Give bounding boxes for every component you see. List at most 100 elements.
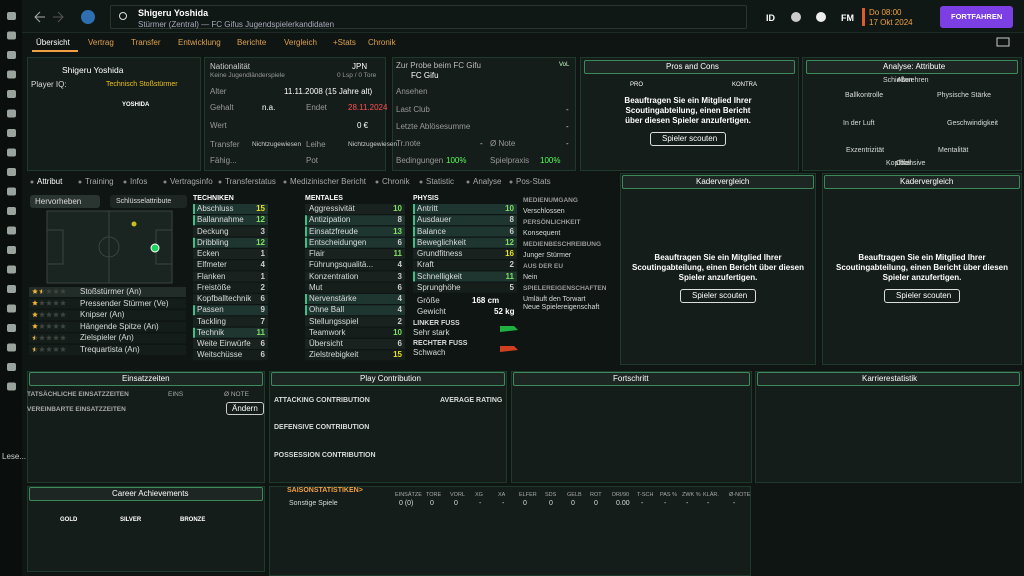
position-role[interactable]: Stoßstürmer (An) <box>80 287 142 296</box>
subtab[interactable]: Infos <box>130 177 148 186</box>
bullet <box>375 180 379 184</box>
attr-value: 5 <box>509 282 514 292</box>
attr-name: Abschluss <box>197 204 234 213</box>
value: 0 Lsp / 0 Tore <box>337 72 377 79</box>
tab[interactable]: Übersicht <box>36 38 70 47</box>
subtab[interactable]: Statistic <box>426 177 455 186</box>
pro-label: PRO <box>630 82 644 88</box>
dropdown[interactable] <box>30 195 100 208</box>
subtab[interactable]: Attribut <box>37 177 63 186</box>
subtab[interactable]: Chronik <box>382 177 410 186</box>
row-bg <box>305 282 405 293</box>
sidebar-icon <box>7 51 16 59</box>
dropdown-label[interactable]: Hervorheben <box>35 197 82 206</box>
position-role[interactable]: Zielspieler (An) <box>80 333 134 343</box>
label: Gewicht <box>417 307 446 316</box>
dropdown-label[interactable]: Schlüsselattribute <box>116 198 172 205</box>
key-marker <box>413 204 415 214</box>
key-marker <box>413 226 415 237</box>
value: Sehr stark <box>413 328 450 337</box>
star <box>32 334 38 341</box>
media-value: Konsequent <box>523 230 561 237</box>
attr-name: Balance <box>417 226 446 236</box>
stat-cell: 0 <box>571 500 575 507</box>
attr-value: 6 <box>260 294 265 303</box>
label: Last Club <box>396 105 430 114</box>
label: Pot <box>306 156 319 165</box>
change-button[interactable] <box>226 402 264 415</box>
bottom-panel <box>269 371 507 483</box>
subtab[interactable]: Transferstatus <box>225 177 276 186</box>
section-title[interactable]: SAISONSTATISTIKEN> <box>287 487 363 494</box>
panel-header <box>824 175 1020 189</box>
subtab[interactable]: Analyse <box>473 177 502 186</box>
key-marker <box>305 226 307 237</box>
star <box>53 334 59 341</box>
bullet <box>283 180 287 184</box>
stat-cell: 0 <box>430 500 434 507</box>
sidebar-link[interactable]: Lese... <box>2 452 27 461</box>
radar-label: Offensive <box>896 160 926 167</box>
position-role[interactable]: Pressender Stürmer (Ve) <box>80 298 169 308</box>
attr-value: 6 <box>260 339 265 348</box>
position-role[interactable]: Trequartista (An) <box>80 345 140 354</box>
pos-dot <box>131 221 137 227</box>
dropdown[interactable] <box>110 195 187 208</box>
attr-name: Ausdauer <box>417 215 452 225</box>
tab[interactable]: Vergleich <box>284 38 317 47</box>
row-bg <box>413 282 517 293</box>
star <box>46 288 52 294</box>
tab[interactable]: Chronik <box>368 38 396 47</box>
tab[interactable]: Transfer <box>131 38 161 47</box>
scout-button-label[interactable]: Spieler scouten <box>662 134 718 143</box>
tab[interactable]: +Stats <box>333 38 356 47</box>
tab-underline <box>32 50 78 52</box>
subtab[interactable]: Training <box>85 177 114 186</box>
attr-value: 15 <box>256 204 265 213</box>
scout-button[interactable] <box>884 289 960 303</box>
label: Ø Note <box>490 139 516 148</box>
tab[interactable]: Berichte <box>237 38 267 47</box>
column-header: EINSÄTZE <box>395 492 422 498</box>
attr-value: 3 <box>260 226 265 236</box>
attr-title: TECHNIKEN <box>193 195 234 202</box>
star <box>39 334 45 341</box>
attr-name: Aggressivität <box>309 204 355 213</box>
position-role[interactable]: Hängende Spitze (An) <box>80 321 159 331</box>
continue-button[interactable] <box>940 6 1013 28</box>
label: Wert <box>210 121 227 130</box>
key-marker <box>193 237 195 248</box>
scout-button[interactable] <box>650 132 726 146</box>
id-button[interactable]: ID <box>766 13 775 23</box>
star <box>46 300 52 306</box>
panel-header <box>584 60 795 74</box>
tab[interactable]: Vertrag <box>88 38 114 47</box>
row-bg <box>413 226 517 237</box>
label: RECHTER FUSS <box>413 340 468 347</box>
position-role[interactable]: Knipser (An) <box>80 310 125 320</box>
scout-button-label[interactable]: Spieler scouten <box>692 291 748 300</box>
subtab[interactable]: Medizinischer Bericht <box>290 177 367 186</box>
trait-button[interactable]: Neue Spielereigenschaft <box>523 304 600 311</box>
subtab[interactable]: Vertragsinfo <box>170 177 213 186</box>
scout-button[interactable] <box>680 289 756 303</box>
search-box[interactable] <box>110 5 747 29</box>
continue-label[interactable]: FORTFAHREN <box>951 12 1003 21</box>
star <box>39 323 45 329</box>
value: n.a. <box>262 103 276 112</box>
change-label[interactable]: Ändern <box>232 404 258 413</box>
pos-dot <box>150 243 160 253</box>
subtab[interactable]: Pos-Stats <box>516 177 551 186</box>
star <box>39 311 45 318</box>
value: Schwach <box>413 348 446 357</box>
row-bg <box>193 316 268 327</box>
fm-button[interactable]: FM <box>841 13 854 23</box>
scout-button-label[interactable]: Spieler scouten <box>896 291 952 300</box>
tab[interactable]: Entwicklung <box>178 38 221 47</box>
bottom-panel <box>755 371 1022 483</box>
star <box>39 288 45 294</box>
scout-text: Beauftragen Sie ein Mitglied Ihrer Scout… <box>624 96 752 125</box>
row-bg <box>29 298 186 309</box>
row-bg <box>305 215 405 226</box>
label: Keine Jugendländerspiele <box>210 72 285 79</box>
